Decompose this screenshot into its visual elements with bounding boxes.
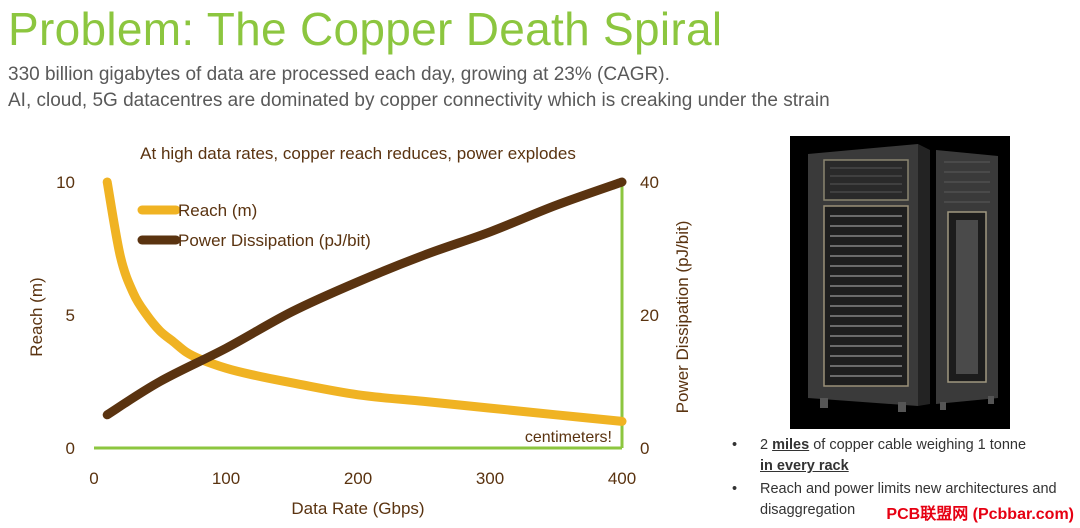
series-line-reach — [102, 177, 627, 426]
bullet-text: 2 — [760, 437, 773, 453]
server-rack-icon — [790, 136, 1010, 429]
bullet-marker: • — [732, 481, 738, 497]
x-tick-label: 200 — [344, 469, 372, 488]
x-tick-label: 0 — [89, 469, 98, 488]
server-rack-photo — [790, 136, 1010, 429]
y-axis-label-right: Power Dissipation (pJ/bit) — [673, 221, 692, 414]
legend-label-power: Power Dissipation (pJ/bit) — [178, 231, 371, 250]
x-axis-label: Data Rate (Gbps) — [291, 499, 424, 518]
bullet-text: of copper cable weighing 1 tonne — [809, 437, 1027, 453]
chart-annotation: centimeters! — [525, 429, 612, 446]
bullet-text: Reach and power limits new architectures… — [760, 481, 1057, 518]
y-tick-label-right: 20 — [640, 306, 659, 325]
bullet-item-reach-power: • Reach and power limits new architectur… — [732, 479, 1077, 521]
bullet-list: • 2 miles of copper cable weighing 1 ton… — [732, 435, 1077, 523]
x-tick-label: 100 — [212, 469, 240, 488]
y-tick-label-left: 0 — [66, 439, 75, 458]
subtitle-line-2: AI, cloud, 5G datacentres are dominated … — [8, 90, 830, 111]
page-title: Problem: The Copper Death Spiral — [8, 3, 723, 55]
legend-label-reach: Reach (m) — [178, 201, 257, 220]
y-tick-label-left: 5 — [66, 306, 75, 325]
bullet-item-copper-cable: • 2 miles of copper cable weighing 1 ton… — [732, 435, 1077, 477]
subtitle-line-1: 330 billion gigabytes of data are proces… — [8, 64, 670, 85]
bullet-marker: • — [732, 437, 738, 453]
y-axis-label-left: Reach (m) — [27, 277, 46, 356]
bullet-emphasis-rack: in every rack — [760, 458, 849, 474]
chart-svg: At high data rates, copper reach reduces… — [27, 144, 692, 518]
y-tick-label-left: 10 — [56, 173, 75, 192]
bullet-emphasis-miles: miles — [772, 437, 810, 453]
reach-power-chart: At high data rates, copper reach reduces… — [0, 130, 720, 528]
x-tick-label: 300 — [476, 469, 504, 488]
y-tick-label-right: 40 — [640, 173, 659, 192]
series-line-power — [102, 177, 627, 420]
watermark: PCB联盟网 (Pcbbar.com) — [886, 506, 1074, 523]
chart-title: At high data rates, copper reach reduces… — [140, 144, 576, 163]
y-tick-label-right: 0 — [640, 439, 649, 458]
x-tick-label: 400 — [608, 469, 636, 488]
